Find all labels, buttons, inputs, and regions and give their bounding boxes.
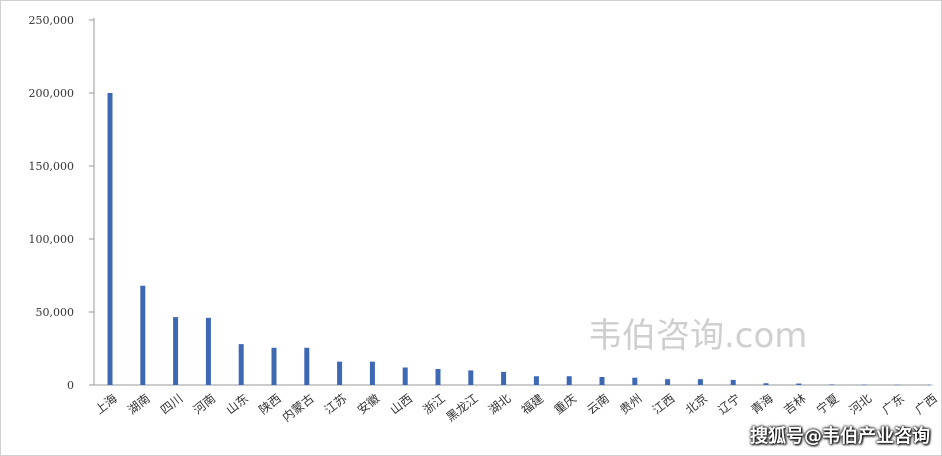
bar [829,384,835,385]
bar [566,376,572,385]
bar [533,376,539,385]
bar [927,384,933,386]
y-tick-label: 200,000 [29,87,75,100]
bar [763,383,769,385]
bar [468,370,474,385]
bar [894,384,900,386]
bar [369,361,375,385]
bar [238,344,244,385]
watermark-text: 韦伯咨询.com [588,316,808,356]
bar [435,368,441,385]
bar [402,367,408,385]
bar [599,376,605,385]
bar [205,317,211,385]
bar [304,347,310,385]
bar [271,347,277,385]
source-credit: 搜狐号@韦伯产业咨询 [750,426,930,447]
bar [861,384,867,386]
y-axis-ticks: 0 50,000 100,000 150,000 200,000 250,000 [29,14,94,392]
bar [173,317,179,385]
y-tick-label: 50,000 [36,306,75,319]
bar [730,379,736,385]
y-tick-label: 250,000 [29,14,75,27]
y-tick-label: 100,000 [29,233,75,246]
bar [665,379,671,385]
bar [140,285,146,385]
bar [697,379,703,385]
bar [501,371,507,385]
bar [337,361,343,385]
bar [796,383,802,385]
y-tick-label: 150,000 [29,160,75,173]
y-tick-label: 0 [67,379,74,392]
bar [632,377,638,385]
bars [107,93,933,386]
bar [107,93,113,385]
